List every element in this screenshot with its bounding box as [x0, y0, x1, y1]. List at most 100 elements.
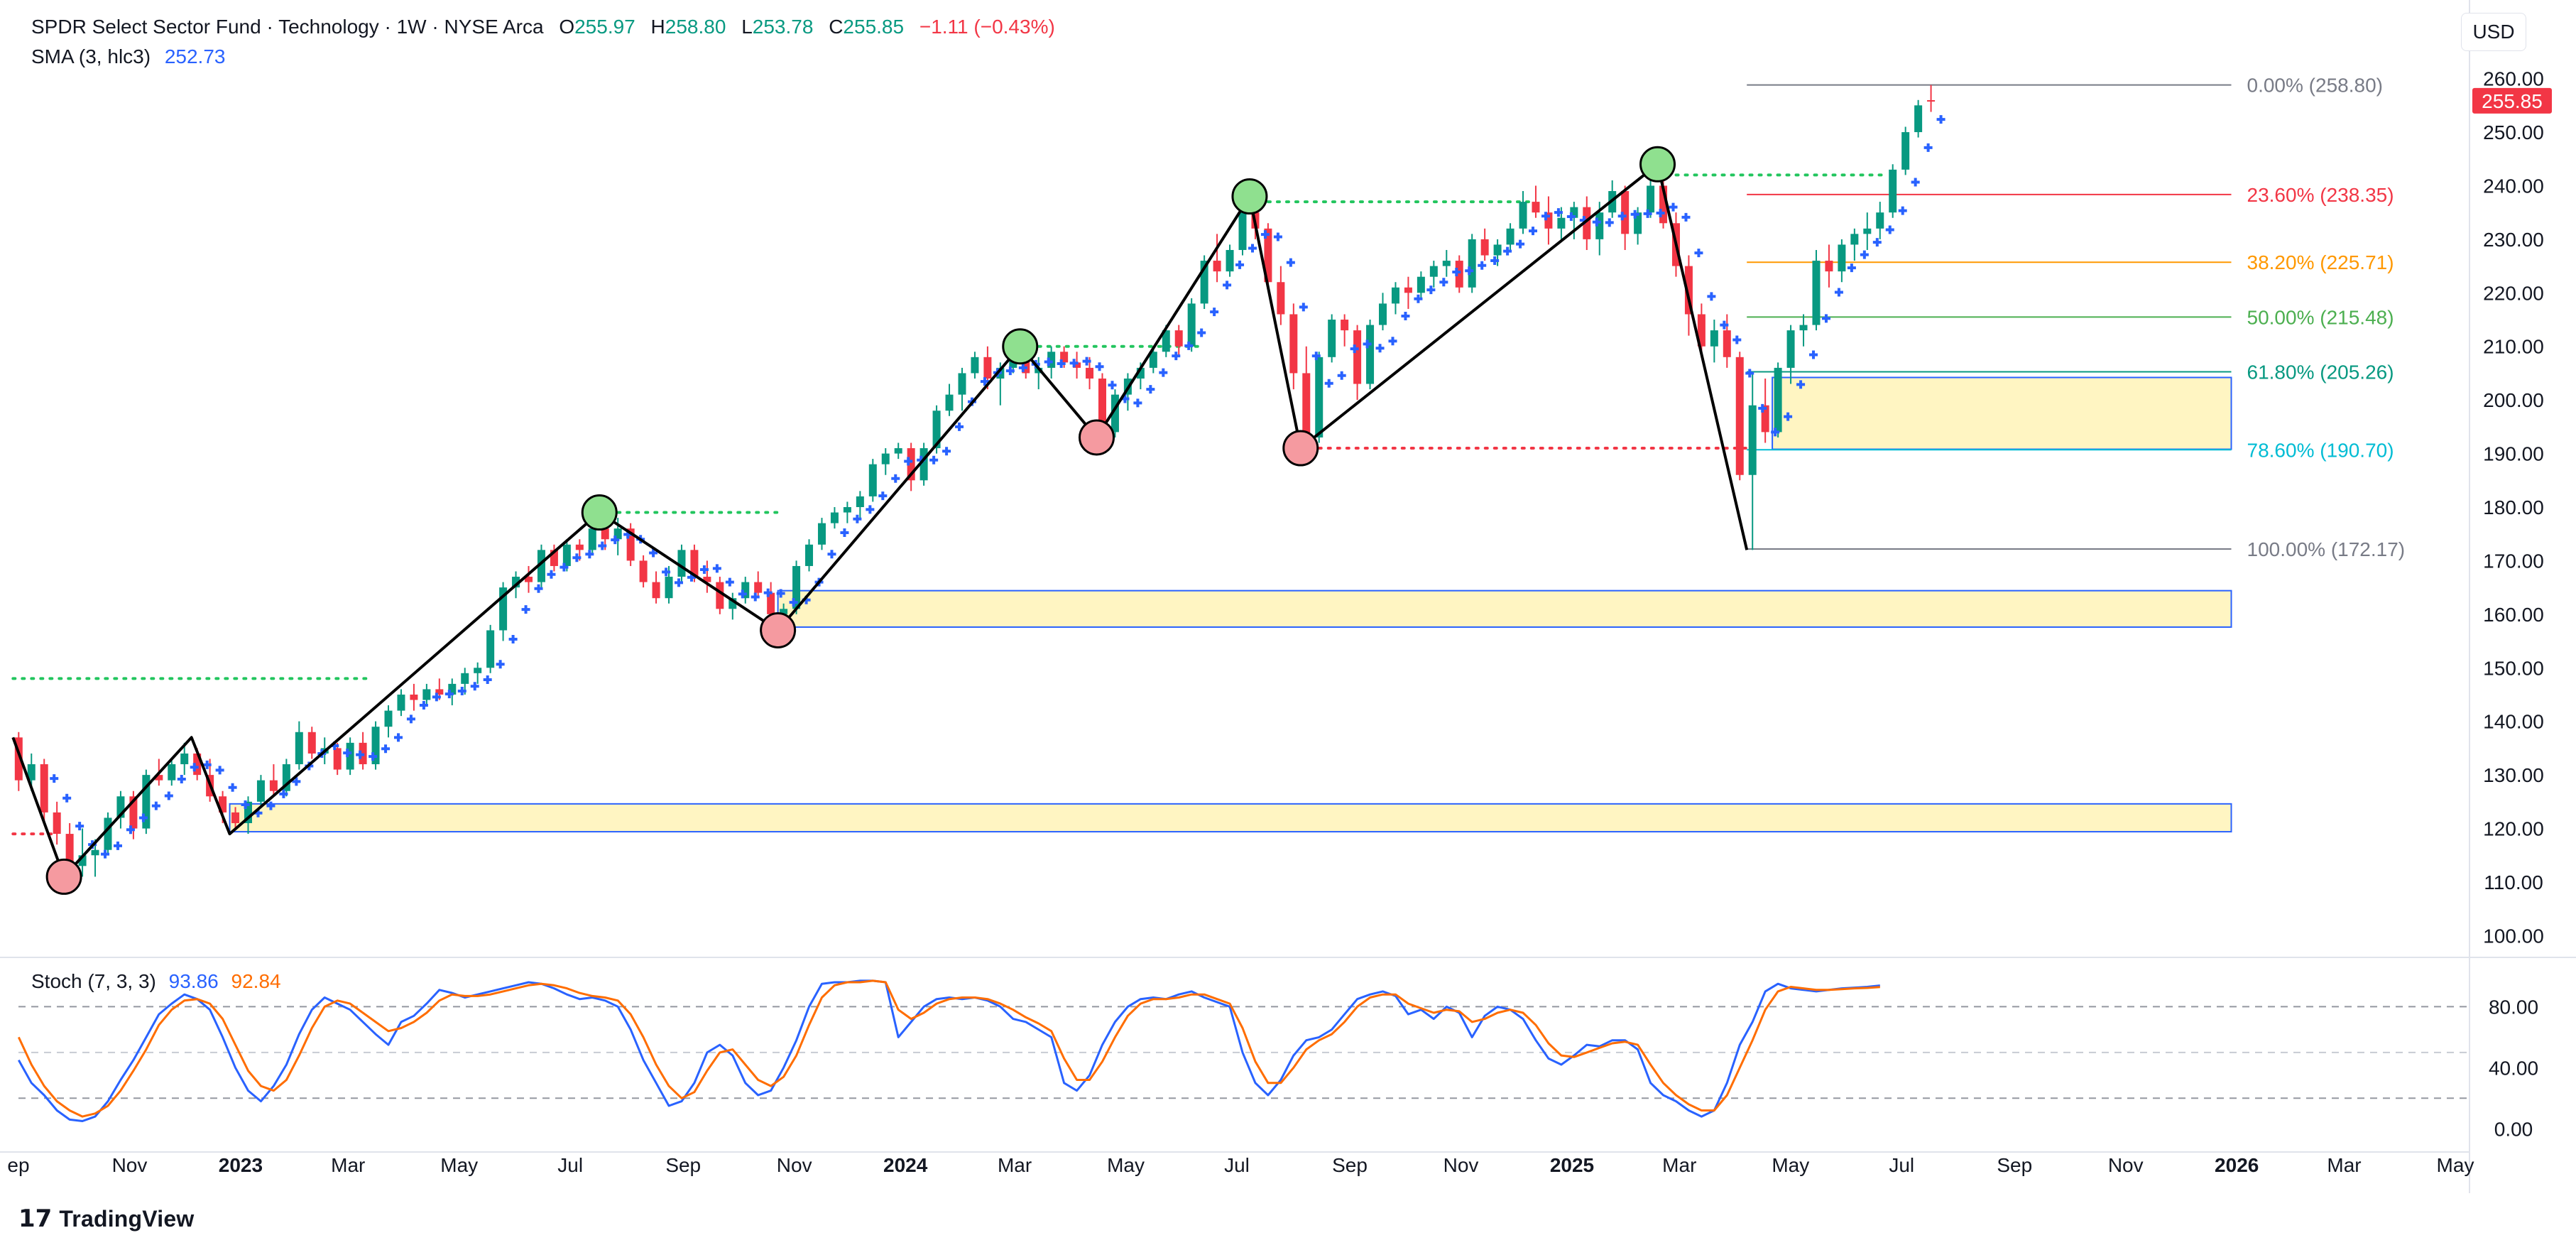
currency-button[interactable]: USD — [2461, 13, 2526, 51]
candle-body — [474, 668, 482, 673]
price-tick-label: 160.00 — [2483, 604, 2544, 626]
fibonacci-retracement[interactable]: 0.00% (258.80) 23.60% (238.35) 38.20% (225… — [1747, 75, 2405, 560]
fib-level-label: 50.00% (215.48) — [2247, 306, 2394, 328]
time-tick-label: Mar — [2327, 1154, 2361, 1176]
price-tick-label: 190.00 — [2483, 443, 2544, 465]
candle-body — [741, 582, 750, 599]
sma-point — [343, 749, 352, 758]
pivot-high-marker — [1002, 328, 1039, 365]
tradingview-logo[interactable]: 17 TradingView — [18, 1205, 194, 1233]
low-label: L — [741, 16, 753, 38]
sma-point — [1529, 227, 1538, 236]
candle-body — [1391, 287, 1399, 304]
sma-point — [1541, 212, 1550, 221]
sma-point — [215, 766, 224, 775]
sma-point — [1745, 369, 1754, 378]
sma-point — [891, 474, 900, 483]
price-tick-label: 250.00 — [2483, 121, 2544, 143]
candle-body — [1328, 320, 1336, 357]
time-tick-label: Jul — [1224, 1154, 1250, 1176]
sma-point — [1273, 232, 1282, 241]
candle-body — [1353, 330, 1362, 384]
stoch-legend[interactable]: Stoch (7, 3, 3) 93.86 92.84 — [31, 970, 284, 993]
stoch-tick-label: 80.00 — [2489, 996, 2538, 1018]
dotted-pivot-levels — [11, 173, 1889, 836]
close-value: 255.85 — [843, 16, 905, 38]
sma-point — [585, 550, 594, 559]
sma-point — [1197, 328, 1206, 337]
stoch-k-line — [17, 979, 1880, 1122]
candle-body — [690, 550, 699, 577]
sma-point — [241, 800, 250, 810]
sma-point — [980, 377, 989, 386]
sma-point — [470, 682, 479, 691]
sma-point — [649, 548, 658, 558]
sma-point — [1643, 209, 1652, 218]
candle-body — [282, 764, 290, 791]
candle-body — [601, 528, 609, 540]
time-tick-label: Mar — [1662, 1154, 1696, 1176]
sma-point — [1184, 341, 1194, 350]
sma-point — [1784, 412, 1793, 421]
sma-point — [789, 598, 798, 607]
candle-body — [1544, 212, 1553, 229]
sma-point — [1414, 294, 1423, 303]
sma-point — [866, 505, 875, 514]
close-label: C — [829, 16, 844, 38]
time-axis[interactable]: ep Nov 2023 Mar May Jul Sep Nov 2024 Mar May Jul Sep… — [7, 1154, 2474, 1176]
candle-body — [1519, 202, 1527, 229]
high-label: H — [650, 16, 665, 38]
sma-point — [929, 455, 939, 464]
sma-point — [840, 528, 849, 538]
sma-point — [712, 564, 721, 573]
candle-body — [346, 742, 354, 770]
time-tick-label: Nov — [777, 1154, 812, 1176]
sma-point — [75, 822, 84, 831]
sma-point — [1732, 335, 1742, 344]
sma-point — [1923, 143, 1933, 152]
candle-body — [767, 592, 775, 614]
candle-body — [14, 737, 23, 781]
time-tick-label: 2025 — [1550, 1154, 1594, 1176]
pivot-high-marker — [1639, 146, 1676, 183]
candle-body — [1060, 352, 1069, 363]
candle-body — [1493, 244, 1502, 256]
candle-body — [27, 764, 36, 781]
sma-point — [1681, 212, 1691, 222]
sma-legend[interactable]: SMA (3, hlc3) 252.73 — [31, 45, 228, 68]
sma-point — [662, 567, 671, 577]
candle-body — [1404, 287, 1412, 293]
candle-body — [537, 550, 545, 582]
price-tick-label: 210.00 — [2483, 336, 2544, 358]
price-tick-label: 230.00 — [2483, 229, 2544, 251]
sma-point — [126, 825, 135, 835]
price-axis[interactable]: 100.00 110.00 120.00 130.00 140.00 150.00 160.… — [2472, 68, 2552, 1141]
candle-body — [1238, 212, 1247, 250]
sma-point — [1426, 286, 1436, 295]
pivot-low-marker — [760, 612, 797, 648]
time-tick-label: 2024 — [883, 1154, 928, 1176]
candle-body — [665, 577, 673, 599]
candle-body — [843, 507, 851, 513]
candle-body — [1187, 303, 1196, 347]
candle-body — [1786, 330, 1795, 368]
candle-body — [1723, 330, 1731, 357]
sma-point — [406, 714, 415, 724]
sma-point — [1388, 337, 1397, 346]
candle-body — [562, 544, 571, 566]
sma-point — [1375, 344, 1385, 353]
candle-body — [1761, 405, 1769, 433]
sma-point — [763, 588, 773, 597]
candle-body — [410, 694, 418, 700]
candle-body — [588, 528, 596, 550]
symbol-title[interactable]: SPDR Select Sector Fund · Technology · 1… — [31, 16, 544, 38]
candle-body — [244, 801, 252, 823]
candle-body — [780, 609, 788, 614]
candle-body — [65, 834, 74, 866]
sma-point — [1452, 267, 1461, 276]
sma-point — [202, 760, 212, 769]
sma-point — [1656, 209, 1665, 218]
time-tick-label: Nov — [112, 1154, 148, 1176]
sma-point — [1108, 381, 1117, 390]
